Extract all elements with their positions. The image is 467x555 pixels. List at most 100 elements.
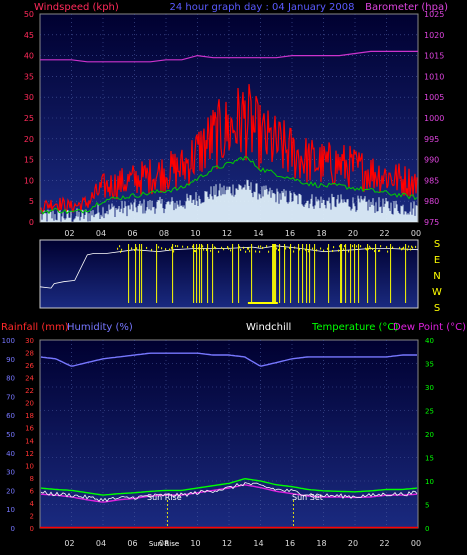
temperature-axis-title: Temperature (°C) — [311, 322, 398, 333]
windspeed-tick-label: 20 — [24, 135, 34, 144]
direction-label: E — [434, 255, 440, 266]
rainfall-axis-title: Rainfall (mm) — [1, 322, 69, 333]
hour-tick-label: 20 — [348, 229, 358, 238]
wind-direction-trace — [39, 245, 419, 289]
windspeed-tick-label: 40 — [24, 52, 34, 61]
humidity-line — [40, 352, 417, 367]
hour-tick-label: 02 — [64, 539, 74, 548]
temperature-tick-label: 40 — [425, 337, 434, 345]
humidity-axis-title: Humidity (%) — [67, 322, 133, 333]
barometer-tick-label: 1000 — [424, 114, 444, 123]
barometer-axis-title: Barometer (hpa) — [365, 2, 448, 13]
dewpoint-axis-title: Dew Point (°C) — [393, 322, 466, 333]
barometer-tick-label: 980 — [424, 197, 439, 206]
humidity-tick-label: 40 — [6, 450, 15, 458]
barometer-tick-label: 985 — [424, 176, 439, 185]
direction-label: S — [434, 239, 440, 250]
wind-direction-series — [39, 244, 419, 304]
sunset-label: Sun Set — [292, 493, 323, 502]
hour-tick-label: 14 — [253, 539, 263, 548]
temperature-line — [40, 477, 418, 496]
barometer-tick-label: 990 — [424, 156, 439, 165]
rainfall-tick-label: 20 — [25, 400, 34, 408]
humidity-tick-label: 50 — [6, 431, 15, 439]
hour-tick-label: 04 — [96, 229, 106, 238]
barometer-tick-label: 1015 — [424, 52, 444, 61]
temperature-tick-label: 25 — [425, 408, 434, 416]
windspeed-tick-label: 30 — [24, 93, 34, 102]
windspeed-tick-label: 10 — [24, 176, 34, 185]
rainfall-tick-label: 22 — [25, 387, 34, 395]
rainfall-tick-label: 6 — [30, 487, 35, 495]
hour-tick-label: 12 — [222, 229, 232, 238]
rainfall-tick-label: 12 — [25, 450, 34, 458]
barometer-tick-label: 1010 — [424, 72, 444, 81]
barometer-tick-label: 1020 — [424, 31, 444, 40]
humidity-tick-label: 0 — [11, 525, 15, 533]
windspeed-tick-label: 25 — [24, 114, 34, 123]
hour-tick-label: 00 — [411, 539, 421, 548]
temperature-tick-labels: 40 35 30 25 20 15 10 5 0 — [425, 337, 434, 533]
windspeed-axis-title: Windspeed (kph) — [34, 2, 119, 13]
windspeed-tick-label: 15 — [24, 156, 34, 165]
windspeed-tick-label: 45 — [24, 31, 34, 40]
humidity-tick-label: 80 — [6, 375, 15, 383]
barometer-tick-labels: 1025 1020 1015 1010 1005 1000 995 990 985 980 975 — [424, 10, 444, 227]
hour-tick-label: 22 — [379, 229, 389, 238]
temperature-series-group — [40, 352, 418, 529]
hour-tick-label: 06 — [127, 229, 137, 238]
sunrise-x-label: Sun Rise — [149, 540, 179, 548]
wind-average-line — [40, 156, 418, 215]
temperature-tick-label: 10 — [425, 478, 434, 486]
humidity-tick-label: 100 — [2, 337, 15, 345]
sunrise-label: Sun Rise — [147, 493, 182, 502]
hour-tick-label: 16 — [285, 539, 295, 548]
direction-label: N — [433, 271, 440, 282]
direction-label: S — [434, 303, 440, 314]
windchill-legend: Windchill — [246, 322, 291, 333]
rainfall-tick-label: 28 — [25, 350, 34, 358]
humidity-tick-label: 70 — [6, 393, 15, 401]
hour-tick-label: 18 — [316, 229, 326, 238]
hour-tick-label: 10 — [190, 229, 200, 238]
rainfall-tick-label: 18 — [25, 412, 34, 420]
hour-tick-label: 00 — [411, 229, 421, 238]
hour-tick-label: 04 — [96, 539, 106, 548]
humidity-tick-label: 90 — [6, 356, 15, 364]
hour-tick-label: 06 — [127, 539, 137, 548]
direction-label: W — [432, 287, 442, 298]
barometer-tick-label: 1025 — [424, 10, 444, 19]
hour-tick-label: 16 — [285, 229, 295, 238]
temperature-tick-label: 15 — [425, 455, 434, 463]
bottom-hour-tick-labels: 02 04 06 08 10 12 14 16 18 20 22 00 — [64, 539, 421, 548]
wind-gust-line — [40, 84, 418, 215]
rainfall-tick-label: 26 — [25, 362, 34, 370]
rainfall-tick-label: 10 — [25, 462, 34, 470]
temperature-tick-label: 0 — [425, 525, 429, 533]
humidity-tick-label: 60 — [6, 412, 15, 420]
hour-tick-label: 08 — [159, 229, 169, 238]
humidity-tick-label: 30 — [6, 469, 15, 477]
rainfall-tick-label: 0 — [30, 525, 34, 533]
wind-direction-plot — [39, 239, 419, 309]
hour-tick-label: 08 — [159, 539, 169, 548]
temperature-tick-label: 5 — [425, 502, 429, 510]
barometer-tick-label: 1005 — [424, 93, 444, 102]
hour-tick-label: 02 — [64, 229, 74, 238]
hour-tick-label: 18 — [316, 539, 326, 548]
windspeed-tick-label: 50 — [24, 10, 34, 19]
temperature-tick-label: 20 — [425, 431, 434, 439]
graph-title: 24 hour graph day : 04 January 2008 — [170, 2, 355, 13]
wind-series-group — [40, 50, 418, 222]
rainfall-tick-label: 8 — [30, 475, 34, 483]
windspeed-tick-label: 35 — [24, 72, 34, 81]
windspeed-tick-label: 5 — [29, 197, 34, 206]
rainfall-tick-label: 30 — [25, 337, 34, 345]
hour-tick-label: 12 — [222, 539, 232, 548]
hour-tick-label: 14 — [253, 229, 263, 238]
barometer-tick-label: 995 — [424, 135, 439, 144]
